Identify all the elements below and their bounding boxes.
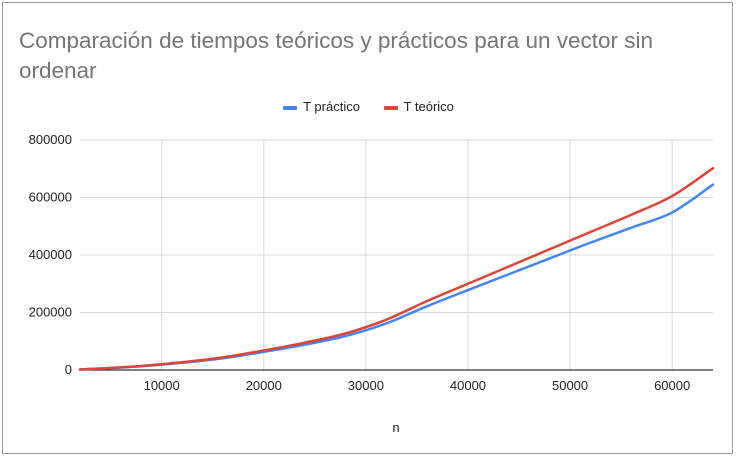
y-tick-label: 0 <box>65 362 72 377</box>
x-tick-label: 60000 <box>654 378 690 393</box>
y-tick-label: 800000 <box>29 132 72 147</box>
x-tick-label: 40000 <box>450 378 486 393</box>
x-tick-label: 30000 <box>348 378 384 393</box>
tick-labels: 0 200000 400000 600000 800000 10000 20000 30000… <box>29 132 691 393</box>
x-tick-label: 10000 <box>144 378 180 393</box>
grid <box>80 139 713 370</box>
chart-title: Comparación de tiempos teóricos y prácti… <box>19 28 654 83</box>
legend-item-series-2[interactable]: T teórico <box>383 99 454 114</box>
series-lines <box>78 166 715 371</box>
legend: T práctico T teórico <box>0 99 737 114</box>
chart-frame <box>2 2 733 454</box>
legend-item-series-1[interactable]: T práctico <box>283 99 360 114</box>
x-tick-label: 50000 <box>552 378 588 393</box>
legend-swatch-series-1 <box>283 105 298 110</box>
series-line-2 <box>78 166 715 371</box>
legend-label-series-2: T teórico <box>403 99 454 114</box>
series-line-1 <box>78 183 715 371</box>
y-tick-label: 600000 <box>29 190 72 205</box>
y-tick-label: 400000 <box>29 247 72 262</box>
legend-swatch-series-2 <box>383 105 398 110</box>
x-tick-label: 20000 <box>246 378 282 393</box>
y-tick-label: 200000 <box>29 305 72 320</box>
x-axis-label: n <box>392 420 399 435</box>
legend-label-series-1: T práctico <box>303 99 360 114</box>
